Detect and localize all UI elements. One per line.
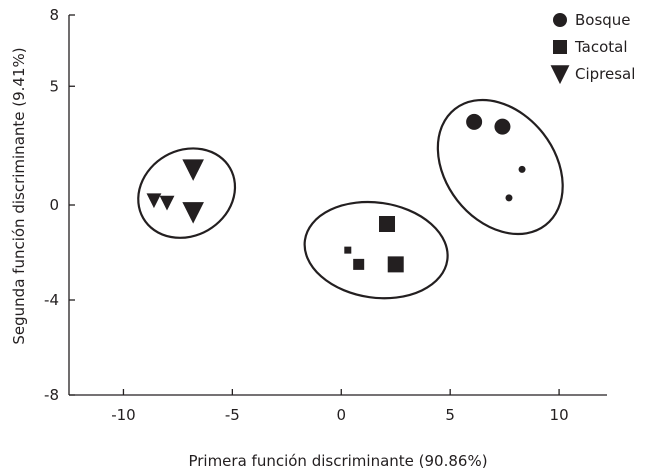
data-point-bosque xyxy=(494,118,511,135)
data-point-cipresal xyxy=(182,159,204,181)
legend-marker-tacotal xyxy=(553,40,567,54)
x-ticks: -10 -5 0 5 10 xyxy=(111,389,569,424)
x-tick-label: -5 xyxy=(225,406,240,424)
group-ellipse-tacotal xyxy=(303,200,449,300)
legend: Bosque Tacotal Cipresal xyxy=(550,11,635,85)
x-tick-label: 0 xyxy=(336,406,346,424)
group-ellipses xyxy=(137,98,564,300)
group-ellipse-bosque xyxy=(436,98,564,236)
y-tick-label: 5 xyxy=(49,77,59,95)
y-tick-label: 0 xyxy=(49,196,59,214)
x-tick-label: 5 xyxy=(445,406,455,424)
data-point-tacotal xyxy=(387,256,404,273)
data-point-cipresal xyxy=(146,193,162,209)
y-tick-label: -8 xyxy=(44,386,59,404)
data-point-bosque xyxy=(518,165,526,173)
y-axis-label: Segunda función discriminante (9.41%) xyxy=(10,47,28,344)
legend-label-tacotal: Tacotal xyxy=(574,38,628,56)
y-tick-label: 8 xyxy=(49,6,59,24)
data-points xyxy=(146,113,526,273)
x-tick-label: 10 xyxy=(550,406,569,424)
legend-marker-bosque xyxy=(553,13,567,27)
x-tick-label: -10 xyxy=(111,406,136,424)
group-ellipse-cipresal xyxy=(137,147,237,239)
y-tick-label: -4 xyxy=(44,291,59,309)
legend-marker-cipresal xyxy=(550,65,570,85)
data-point-tacotal xyxy=(344,246,352,254)
data-point-bosque xyxy=(505,194,513,202)
y-ticks: 8 5 0 -4 -8 xyxy=(44,6,75,404)
x-axis-label: Primera función discriminante (90.86%) xyxy=(188,452,487,470)
legend-label-cipresal: Cipresal xyxy=(575,65,635,83)
data-point-tacotal xyxy=(379,216,396,232)
data-point-cipresal xyxy=(182,202,204,224)
data-point-bosque xyxy=(466,113,483,130)
data-point-tacotal xyxy=(353,258,365,270)
data-point-cipresal xyxy=(159,195,175,211)
axes xyxy=(68,15,607,396)
legend-label-bosque: Bosque xyxy=(575,11,631,29)
